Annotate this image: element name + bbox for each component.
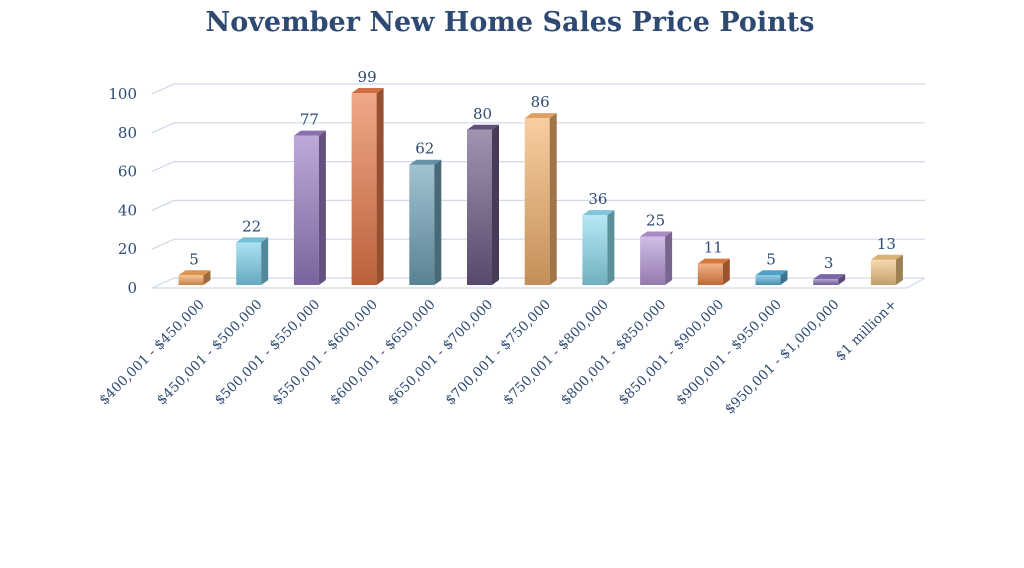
bar-front <box>870 259 896 285</box>
bar-front <box>582 215 608 285</box>
data-label: 5 <box>189 250 199 268</box>
bar-front <box>755 275 781 285</box>
bar <box>755 270 788 285</box>
bar-front <box>178 275 204 285</box>
data-label: 22 <box>242 217 261 235</box>
bar-top <box>524 113 557 119</box>
bar-side <box>261 237 269 285</box>
bar-front <box>640 236 666 285</box>
y-tick-label: 80 <box>118 124 137 142</box>
category-label: $700,001 - $750,000 <box>442 297 554 409</box>
y-axis-ticks: 0 20 40 60 80 100 <box>108 85 137 297</box>
bar-top <box>293 130 326 136</box>
category-label: $450,001 - $500,000 <box>154 297 266 409</box>
bar <box>524 113 557 285</box>
category-label: $950,001 - $1,000,000 <box>722 297 843 418</box>
bar-top <box>467 124 499 130</box>
data-label: 25 <box>646 212 665 230</box>
gridline <box>151 161 925 173</box>
bar-front <box>236 242 262 285</box>
bar-top <box>870 254 903 260</box>
bar-front <box>467 129 492 285</box>
bar <box>582 210 615 285</box>
bar-side <box>780 270 788 285</box>
gridline <box>151 199 925 211</box>
y-tick-label: 40 <box>118 201 137 219</box>
gridlines <box>151 83 926 289</box>
category-label: $1 million+ <box>833 297 901 365</box>
bar <box>293 130 326 285</box>
bar <box>870 254 903 285</box>
data-label: 77 <box>300 111 319 129</box>
bar <box>697 258 730 285</box>
y-tick-label: 0 <box>127 279 137 297</box>
gridline <box>151 277 925 289</box>
bar-front <box>293 135 319 285</box>
bar-front <box>697 263 723 285</box>
bar-front <box>409 164 435 285</box>
bar-side <box>722 258 730 285</box>
gridline <box>151 238 925 250</box>
data-label: 3 <box>824 254 834 272</box>
bar <box>236 237 269 285</box>
bar-top <box>236 237 269 243</box>
y-tick-label: 60 <box>118 163 137 181</box>
bar-side <box>376 87 384 285</box>
category-label: $400,001 - $450,000 <box>96 297 208 409</box>
bar-side <box>838 274 846 285</box>
data-labels: 5 22 77 99 62 80 86 36 25 11 5 3 13 <box>189 68 896 272</box>
bar-top <box>582 210 615 216</box>
y-tick-label: 100 <box>108 85 137 103</box>
category-label: $900,001 - $950,000 <box>673 297 785 409</box>
data-label: 5 <box>766 250 776 268</box>
data-label: 36 <box>588 190 607 208</box>
bar <box>813 274 846 285</box>
bar-top <box>409 159 442 165</box>
y-tick-label: 20 <box>118 240 137 258</box>
data-label: 86 <box>531 93 550 111</box>
bar-side <box>607 210 615 285</box>
bar <box>178 270 211 285</box>
floor-line <box>152 277 926 289</box>
bar <box>351 87 384 285</box>
bar-top <box>351 87 384 93</box>
category-label: $650,001 - $700,000 <box>385 297 497 409</box>
bar-side <box>434 159 442 285</box>
bar-top <box>697 258 730 264</box>
bar-top <box>813 274 846 280</box>
bar-side <box>665 231 673 285</box>
category-label: $850,001 - $900,000 <box>615 297 727 409</box>
bar-side <box>492 124 499 285</box>
bar-top <box>640 231 673 237</box>
bar-front <box>813 279 839 285</box>
data-label: 99 <box>358 68 377 86</box>
data-label: 13 <box>877 235 896 253</box>
bar-front <box>351 92 377 285</box>
bars <box>178 87 903 285</box>
category-label: $500,001 - $550,000 <box>212 297 324 409</box>
bar-top <box>178 270 211 276</box>
bar <box>640 231 673 285</box>
data-label: 62 <box>415 140 434 158</box>
bar-side <box>549 113 557 285</box>
bar-side <box>318 130 326 285</box>
category-label: $800,001 - $850,000 <box>558 297 670 409</box>
gridline <box>151 83 925 95</box>
gridline <box>151 122 925 134</box>
category-labels: $400,001 - $450,000$450,001 - $500,000$5… <box>96 297 900 418</box>
bar-side <box>895 254 903 285</box>
category-label: $750,001 - $800,000 <box>500 297 612 409</box>
chart-title: November New Home Sales Price Points <box>206 7 815 38</box>
bar-front <box>524 118 550 285</box>
bar <box>409 159 442 285</box>
category-label: $550,001 - $600,000 <box>269 297 381 409</box>
bar-side <box>203 270 211 285</box>
bar-top <box>755 270 788 276</box>
data-label: 80 <box>473 105 492 123</box>
category-label: $600,001 - $650,000 <box>327 297 439 409</box>
data-label: 11 <box>704 239 723 257</box>
bar <box>467 124 499 285</box>
